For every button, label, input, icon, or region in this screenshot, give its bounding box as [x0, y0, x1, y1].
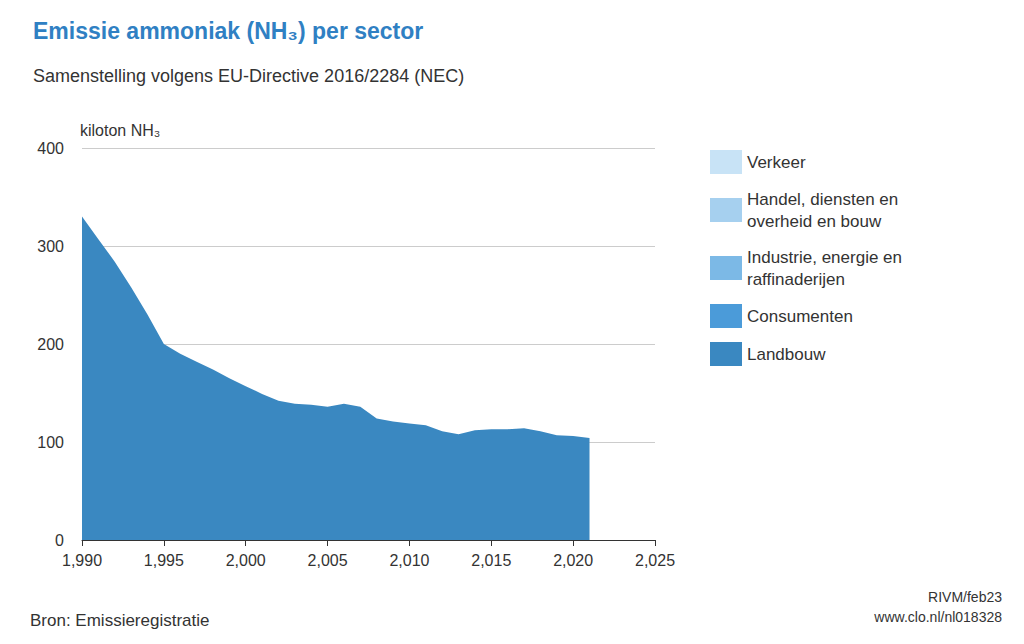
svg-text:2,000: 2,000: [226, 552, 266, 569]
svg-text:raffinaderijen: raffinaderijen: [747, 270, 845, 289]
svg-text:200: 200: [37, 336, 64, 353]
svg-text:2,005: 2,005: [308, 552, 348, 569]
svg-text:Industrie, energie en: Industrie, energie en: [747, 248, 907, 267]
svg-text:www.clo.nl/nl018328: www.clo.nl/nl018328: [873, 609, 1002, 625]
svg-text:kiloton NH₃: kiloton NH₃: [80, 122, 160, 139]
svg-text:Samenstelling volgens EU-Direc: Samenstelling volgens EU-Directive 2016/…: [33, 66, 464, 86]
svg-text:overheid en bouw: overheid en bouw: [747, 212, 882, 231]
svg-text:300: 300: [37, 238, 64, 255]
svg-text:Landbouw: Landbouw: [747, 345, 826, 364]
svg-text:RIVM/feb23: RIVM/feb23: [928, 589, 1002, 605]
svg-text:Consumenten: Consumenten: [747, 307, 853, 326]
svg-text:Bron: Emissieregistratie: Bron: Emissieregistratie: [30, 611, 210, 630]
svg-text:1,990: 1,990: [62, 552, 102, 569]
svg-text:Handel, diensten en: Handel, diensten en: [747, 190, 903, 209]
svg-text:Verkeer: Verkeer: [747, 153, 806, 172]
svg-text:0: 0: [55, 532, 64, 549]
svg-text:2,025: 2,025: [635, 552, 675, 569]
svg-text:2,020: 2,020: [553, 552, 593, 569]
svg-text:2,015: 2,015: [471, 552, 511, 569]
svg-text:400: 400: [37, 140, 64, 157]
svg-text:100: 100: [37, 434, 64, 451]
svg-text:2,010: 2,010: [389, 552, 429, 569]
svg-text:1,995: 1,995: [144, 552, 184, 569]
svg-text:Emissie ammoniak (NH₃) per sec: Emissie ammoniak (NH₃) per sector: [33, 18, 423, 44]
